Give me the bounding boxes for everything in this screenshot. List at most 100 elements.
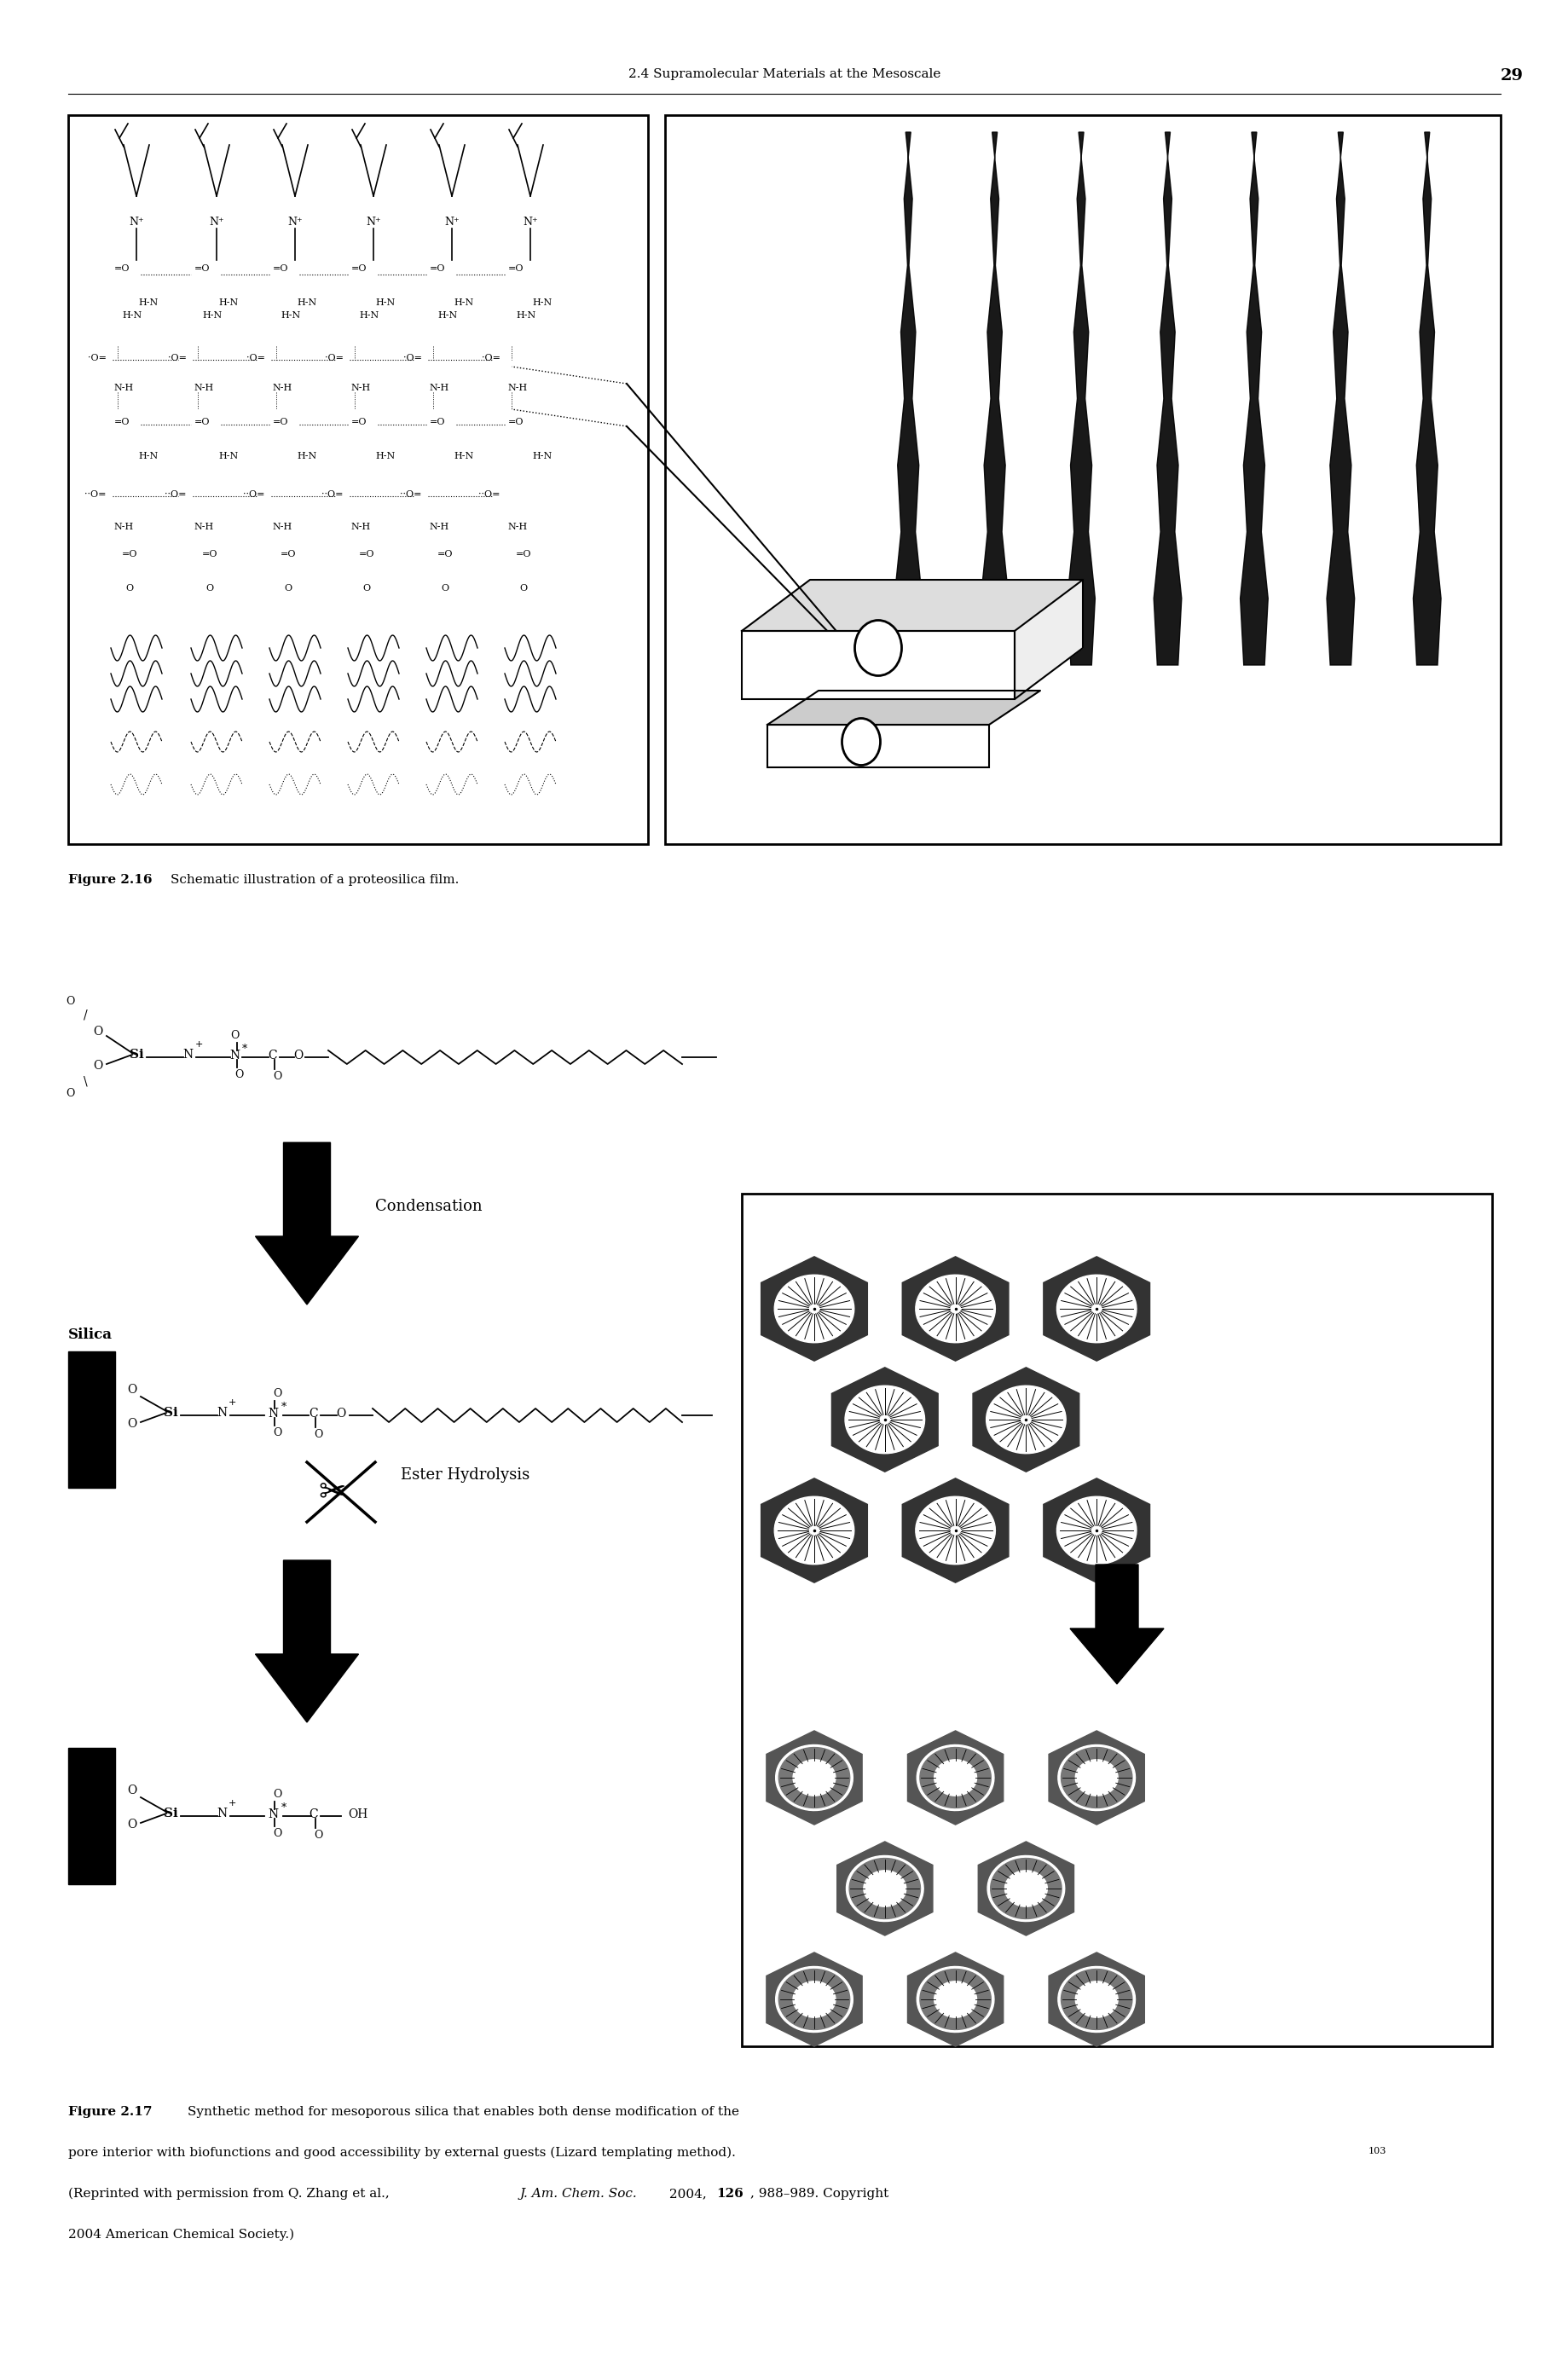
Polygon shape bbox=[792, 1980, 836, 2018]
Text: H-N: H-N bbox=[375, 452, 395, 461]
Text: *: * bbox=[241, 1043, 248, 1055]
Polygon shape bbox=[845, 1386, 924, 1453]
Polygon shape bbox=[767, 1732, 862, 1824]
Bar bbox=[67, 1748, 114, 1883]
Text: H-N: H-N bbox=[296, 298, 317, 308]
Text: Silica: Silica bbox=[67, 1327, 113, 1342]
Polygon shape bbox=[933, 1760, 977, 1796]
Polygon shape bbox=[845, 1855, 924, 1921]
Text: N⁺: N⁺ bbox=[287, 215, 303, 227]
Polygon shape bbox=[775, 1498, 853, 1564]
Text: ··O=: ··O= bbox=[478, 490, 500, 499]
Text: O: O bbox=[362, 584, 370, 592]
Text: O: O bbox=[66, 996, 74, 1008]
Text: O: O bbox=[273, 1427, 281, 1439]
Text: =O: =O bbox=[516, 549, 532, 558]
Text: =O: =O bbox=[430, 265, 445, 272]
Polygon shape bbox=[916, 1498, 994, 1564]
Text: N⁺: N⁺ bbox=[444, 215, 459, 227]
Text: O: O bbox=[284, 584, 292, 592]
Polygon shape bbox=[1074, 1760, 1118, 1796]
Text: ··O=: ··O= bbox=[400, 490, 422, 499]
Bar bbox=[742, 1195, 1491, 2047]
Text: O: O bbox=[66, 1088, 74, 1098]
Text: H-N: H-N bbox=[202, 312, 223, 319]
Text: =O: =O bbox=[114, 265, 130, 272]
Text: 103: 103 bbox=[1367, 2146, 1386, 2155]
Polygon shape bbox=[978, 1841, 1074, 1935]
Polygon shape bbox=[760, 1479, 867, 1583]
Polygon shape bbox=[767, 1952, 862, 2047]
Text: Figure 2.16: Figure 2.16 bbox=[67, 873, 152, 885]
Text: O: O bbox=[205, 584, 213, 592]
Text: \: \ bbox=[83, 1074, 88, 1086]
Text: OH: OH bbox=[348, 1808, 367, 1819]
Text: N⁺: N⁺ bbox=[129, 215, 144, 227]
Text: H-N: H-N bbox=[437, 312, 458, 319]
Text: 2004 American Chemical Society.): 2004 American Chemical Society.) bbox=[67, 2229, 295, 2241]
Polygon shape bbox=[1057, 1275, 1135, 1342]
Text: N-H: N-H bbox=[273, 383, 292, 393]
Text: ·O=: ·O= bbox=[481, 355, 500, 362]
Text: /: / bbox=[83, 1008, 88, 1020]
Text: H-N: H-N bbox=[138, 298, 158, 308]
Text: N-H: N-H bbox=[351, 523, 370, 532]
Text: =O: =O bbox=[202, 549, 218, 558]
Text: N: N bbox=[268, 1408, 278, 1420]
Text: ·O=: ·O= bbox=[403, 355, 422, 362]
Text: ··O=: ··O= bbox=[321, 490, 343, 499]
Polygon shape bbox=[831, 1368, 938, 1472]
Polygon shape bbox=[742, 580, 1082, 632]
Polygon shape bbox=[902, 1256, 1008, 1360]
Text: O: O bbox=[314, 1429, 323, 1439]
Polygon shape bbox=[919, 1969, 991, 2030]
Text: 2004,: 2004, bbox=[665, 2189, 710, 2200]
Polygon shape bbox=[908, 1952, 1004, 2047]
Text: H-N: H-N bbox=[122, 312, 143, 319]
Text: 29: 29 bbox=[1501, 69, 1523, 83]
Polygon shape bbox=[1043, 1256, 1149, 1360]
Polygon shape bbox=[1413, 132, 1441, 665]
Text: C: C bbox=[309, 1808, 318, 1819]
Polygon shape bbox=[760, 1256, 867, 1360]
Text: ✂: ✂ bbox=[318, 1476, 347, 1507]
Polygon shape bbox=[1057, 1966, 1135, 2032]
Bar bbox=[130, 331, 143, 341]
Text: Si: Si bbox=[163, 1808, 177, 1819]
Polygon shape bbox=[848, 1857, 920, 1919]
Polygon shape bbox=[980, 132, 1008, 665]
Text: N-H: N-H bbox=[508, 523, 527, 532]
Bar bbox=[665, 116, 1501, 845]
Text: ··O=: ··O= bbox=[85, 490, 107, 499]
Bar bbox=[524, 331, 536, 341]
Polygon shape bbox=[933, 1980, 977, 2018]
Text: =O: =O bbox=[114, 419, 130, 426]
Polygon shape bbox=[919, 1748, 991, 1808]
Polygon shape bbox=[1327, 132, 1353, 665]
Text: O: O bbox=[314, 1829, 323, 1841]
Polygon shape bbox=[989, 1857, 1062, 1919]
Polygon shape bbox=[792, 1760, 836, 1796]
Text: O: O bbox=[519, 584, 527, 592]
Bar bbox=[210, 331, 223, 341]
Text: N-H: N-H bbox=[351, 383, 370, 393]
Polygon shape bbox=[1240, 132, 1267, 665]
Polygon shape bbox=[908, 1732, 1004, 1824]
Text: O: O bbox=[234, 1069, 243, 1079]
Text: O: O bbox=[127, 1819, 136, 1831]
Text: O: O bbox=[127, 1784, 136, 1796]
Text: Ester Hydrolysis: Ester Hydrolysis bbox=[400, 1467, 530, 1483]
Text: C: C bbox=[309, 1408, 318, 1420]
Polygon shape bbox=[256, 1143, 359, 1304]
Text: H-N: H-N bbox=[218, 298, 238, 308]
Text: N⁺: N⁺ bbox=[365, 215, 381, 227]
Text: N: N bbox=[216, 1808, 227, 1819]
Text: Figure 2.17: Figure 2.17 bbox=[67, 2106, 152, 2118]
Text: H-N: H-N bbox=[516, 312, 536, 319]
Text: N-H: N-H bbox=[113, 523, 133, 532]
Text: O: O bbox=[273, 1389, 281, 1401]
Text: =O: =O bbox=[359, 549, 375, 558]
Text: ·O=: ·O= bbox=[246, 355, 265, 362]
Text: (Reprinted with permission from Q. Zhang et al.,: (Reprinted with permission from Q. Zhang… bbox=[67, 2189, 394, 2200]
Text: N-H: N-H bbox=[430, 383, 448, 393]
